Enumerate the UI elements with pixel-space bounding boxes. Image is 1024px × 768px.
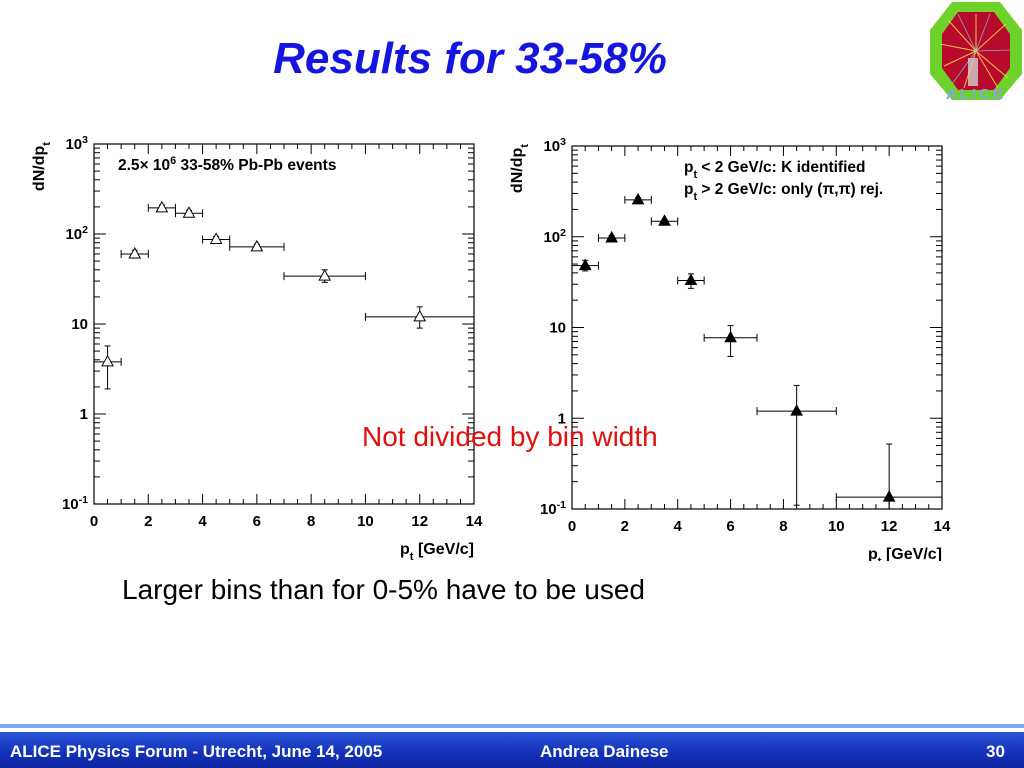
x-tick-label: 0 bbox=[568, 518, 576, 535]
x-axis-label: pt [GeV/c] bbox=[400, 541, 474, 561]
x-tick-label: 6 bbox=[726, 518, 734, 535]
x-tick-label: 4 bbox=[198, 513, 207, 530]
data-point bbox=[229, 239, 285, 252]
x-tick-label: 10 bbox=[357, 513, 374, 530]
y-tick-label: 10 bbox=[549, 320, 566, 337]
note-text: Not divided by bin width bbox=[362, 421, 658, 452]
marker-triangle bbox=[128, 246, 142, 259]
y-axis-label: dN/dpt bbox=[509, 144, 531, 193]
legend-text: 2.5× 106 33-58% Pb-Pb events bbox=[118, 155, 336, 174]
x-tick-label: 2 bbox=[621, 518, 629, 535]
marker-triangle bbox=[182, 206, 196, 218]
data-point bbox=[364, 306, 475, 329]
data-point bbox=[756, 384, 837, 506]
x-tick-label: 4 bbox=[674, 518, 683, 535]
marker-triangle bbox=[578, 258, 592, 271]
marker-triangle bbox=[882, 490, 896, 502]
plot-frame bbox=[93, 143, 475, 505]
x-tick-label: 10 bbox=[828, 518, 845, 535]
marker-triangle bbox=[413, 309, 427, 322]
legend-text: pt < 2 GeV/c: K identified bbox=[684, 159, 865, 181]
data-point bbox=[202, 232, 231, 244]
y-tick-label: 10 bbox=[71, 316, 88, 333]
marker-triangle bbox=[155, 200, 169, 213]
marker-triangle bbox=[684, 273, 698, 285]
logo-text: ALICE bbox=[946, 86, 1006, 103]
y-tick-label: 1 bbox=[558, 410, 566, 427]
x-tick-label: 12 bbox=[881, 518, 898, 535]
data-point bbox=[835, 443, 943, 510]
data-point bbox=[93, 345, 122, 390]
caption-text: Larger bins than for 0-5% have to be use… bbox=[122, 574, 646, 605]
data-point bbox=[597, 230, 626, 243]
marker-triangle bbox=[790, 404, 803, 416]
data-point bbox=[283, 269, 366, 283]
data-point bbox=[703, 325, 758, 357]
data-point bbox=[120, 246, 149, 259]
marker-triangle bbox=[250, 239, 264, 252]
footer-bar bbox=[0, 732, 1024, 768]
y-tick-label: 10-1 bbox=[540, 499, 566, 518]
footer-event: ALICE Physics Forum - Utrecht, June 14, … bbox=[10, 742, 383, 761]
y-tick-label: 103 bbox=[543, 136, 566, 155]
x-tick-label: 8 bbox=[307, 513, 315, 530]
marker-triangle bbox=[631, 192, 645, 205]
marker-triangle bbox=[101, 354, 114, 367]
data-point bbox=[677, 273, 705, 289]
marker-triangle bbox=[658, 214, 671, 226]
data-point bbox=[624, 192, 652, 205]
x-tick-label: 2 bbox=[144, 513, 152, 530]
x-tick-label: 12 bbox=[411, 513, 428, 530]
x-tick-label: 14 bbox=[934, 518, 951, 535]
x-axis-label: pt [GeV/c] bbox=[868, 546, 942, 561]
alice-logo: ALICE bbox=[930, 2, 1022, 103]
y-tick-label: 102 bbox=[543, 227, 566, 246]
data-point bbox=[650, 214, 679, 226]
y-tick-label: 103 bbox=[65, 134, 88, 153]
x-tick-label: 8 bbox=[779, 518, 787, 535]
x-tick-label: 6 bbox=[253, 513, 261, 530]
marker-triangle bbox=[605, 230, 618, 243]
marker-triangle bbox=[318, 269, 332, 281]
x-tick-label: 14 bbox=[466, 513, 483, 530]
y-tick-label: 102 bbox=[65, 224, 88, 243]
legend-text: pt > 2 GeV/c: only (π,π) rej. bbox=[684, 181, 883, 203]
plot-left: 0 2 4 6 8 10 12 14 10-1 1 10 102 103 pt [GeV/c] dN/dpt… bbox=[31, 134, 483, 561]
footer-author: Andrea Dainese bbox=[540, 742, 669, 761]
data-point bbox=[147, 200, 176, 213]
data-point bbox=[174, 206, 204, 218]
slide-title: Results for 33-58% bbox=[273, 34, 667, 83]
y-tick-label: 1 bbox=[80, 406, 88, 423]
footer-divider bbox=[0, 724, 1024, 728]
y-tick-label: 10-1 bbox=[62, 494, 88, 513]
data-point bbox=[571, 258, 599, 272]
footer-page-number: 30 bbox=[986, 742, 1005, 761]
marker-triangle bbox=[724, 330, 737, 343]
plot-right: 0 2 4 6 8 10 12 14 10-1 1 10 102 103 pt [GeV/c] dN/dpt… bbox=[509, 136, 951, 561]
marker-triangle bbox=[209, 232, 223, 244]
x-tick-label: 0 bbox=[90, 513, 98, 530]
plot-frame bbox=[571, 145, 943, 510]
y-axis-label: dN/dpt bbox=[31, 142, 53, 191]
